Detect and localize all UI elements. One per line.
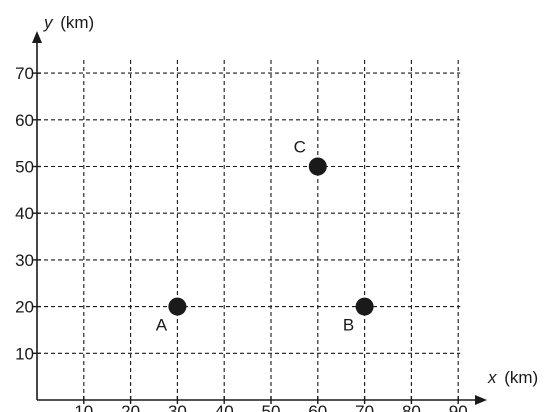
x-tick-label: 30 (168, 402, 187, 412)
x-axis-arrow (475, 395, 487, 405)
x-tick-label: 80 (402, 402, 421, 412)
x-tick-label: 40 (215, 402, 234, 412)
point-b-label: B (343, 316, 354, 335)
x-axis-title: x (km) (487, 368, 538, 387)
x-tick-label: 20 (121, 402, 140, 412)
tick-labels: 10 20 30 40 50 60 70 80 90 10 20 30 40 50 60 70 (15, 64, 468, 412)
axes (32, 31, 487, 405)
x-tick-label: 50 (262, 402, 281, 412)
x-tick-label: 90 (449, 402, 468, 412)
y-tick-label: 20 (15, 298, 34, 317)
y-tick-label: 60 (15, 111, 34, 130)
point-c-marker (308, 157, 327, 176)
y-tick-label: 70 (15, 64, 34, 83)
y-tick-label: 30 (15, 251, 34, 270)
y-tick-label: 40 (15, 204, 34, 223)
point-b-marker (355, 297, 374, 316)
grid-lines (37, 57, 461, 400)
point-a-label: A (156, 316, 168, 335)
y-tick-label: 50 (15, 158, 34, 177)
x-tick-label: 70 (355, 402, 374, 412)
point-a-marker (168, 297, 187, 316)
x-tick-label: 10 (74, 402, 93, 412)
x-tick-label: 60 (308, 402, 327, 412)
y-tick-label: 10 (15, 344, 34, 363)
data-points: A B C (156, 138, 374, 335)
point-c-label: C (294, 138, 306, 157)
tick-marks (33, 72, 459, 404)
y-axis-title: y (km) (43, 13, 94, 32)
y-axis-arrow (32, 31, 42, 43)
